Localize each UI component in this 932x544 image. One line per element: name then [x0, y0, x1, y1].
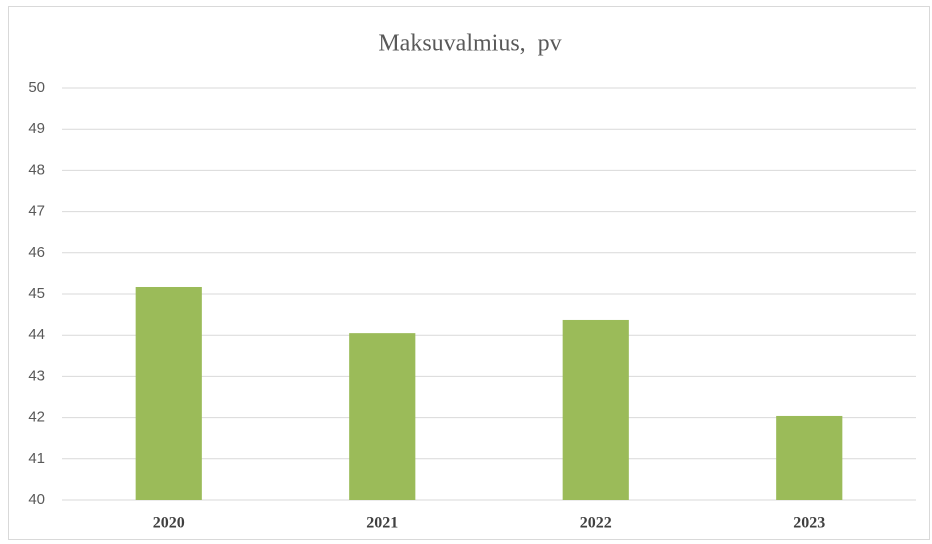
y-tick-label: 46: [28, 244, 45, 261]
bar: [776, 415, 843, 500]
x-tick-label: 2021: [366, 515, 398, 532]
y-tick-label: 44: [28, 326, 45, 343]
y-tick-label: 41: [28, 450, 45, 467]
bar: [135, 286, 202, 500]
y-tick-label: 50: [28, 79, 45, 96]
y-tick-label: 43: [28, 367, 45, 384]
bar: [562, 319, 629, 500]
y-tick-label: 40: [28, 491, 45, 508]
x-tick-label: 2022: [580, 515, 612, 532]
y-tick-label: 42: [28, 409, 45, 426]
x-tick-label: 2023: [793, 515, 825, 532]
x-tick-label: 2020: [153, 515, 185, 532]
y-tick-label: 49: [28, 120, 45, 137]
y-tick-label: 45: [28, 285, 45, 302]
y-tick-label: 48: [28, 161, 45, 178]
y-tick-label: 47: [28, 203, 45, 220]
chart-title: Maksuvalmius, pv: [378, 31, 561, 57]
bar: [349, 333, 416, 500]
